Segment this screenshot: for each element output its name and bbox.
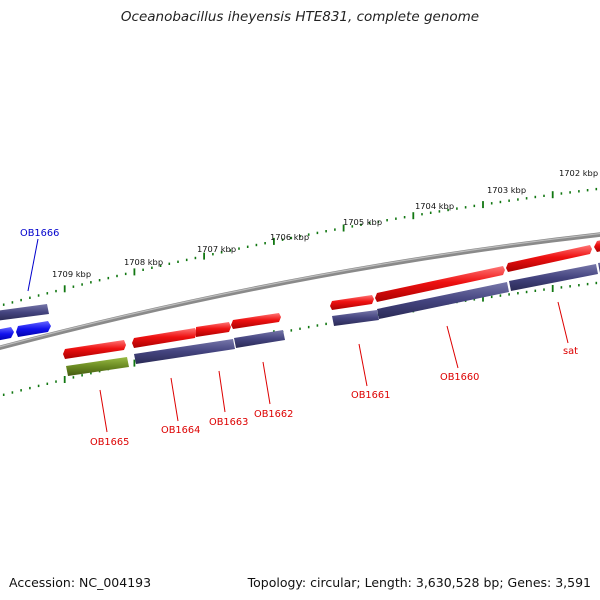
cds-track xyxy=(0,262,600,364)
connector-ob1664 xyxy=(170,377,179,422)
tick-label-1703: 1703 kbp xyxy=(487,185,526,195)
tick-label-1706: 1706 kbp xyxy=(270,232,309,242)
gene-label-ob1661: OB1661 xyxy=(351,390,390,401)
genome-backbone-highlight xyxy=(0,232,600,348)
gene-feature-blue-right xyxy=(16,321,51,337)
gene-feature-ob1660-forward xyxy=(375,266,505,302)
gene-feature-ob1661-forward xyxy=(330,295,374,310)
gene-label-ob1665: OB1665 xyxy=(90,437,129,448)
outer-scale-ticks xyxy=(2,187,598,306)
tick-label-1702: 1702 kbp xyxy=(559,168,598,178)
cds-feature-ob1664 xyxy=(134,339,235,364)
gene-label-ob1663: OB1663 xyxy=(209,417,248,428)
connector-sat xyxy=(557,301,569,344)
connector-ob1662 xyxy=(262,361,271,405)
gene-label-ob1660: OB1660 xyxy=(440,372,479,383)
cds-feature-ob1661 xyxy=(332,310,379,326)
connector-ob1666 xyxy=(27,238,39,292)
gene-label-ob1662: OB1662 xyxy=(254,409,293,420)
connector-ob1661 xyxy=(358,343,368,387)
connector-ob1663 xyxy=(218,370,226,413)
connector-ob1660 xyxy=(446,325,459,369)
cds-feature-sat xyxy=(509,264,598,291)
tick-label-1708: 1708 kbp xyxy=(124,257,163,267)
gene-feature-blue-left xyxy=(0,327,14,341)
tick-label-1709: 1709 kbp xyxy=(52,269,91,279)
tick-label-1704: 1704 kbp xyxy=(415,201,454,211)
cds-feature-ob1662 xyxy=(234,330,285,348)
forward-gene-track xyxy=(63,240,600,359)
connector-ob1665 xyxy=(99,389,108,433)
cds-feature-ob1666 xyxy=(0,304,49,321)
gene-feature-edge-forward xyxy=(594,240,600,252)
accession-text: Accession: NC_004193 xyxy=(9,575,152,590)
gene-feature-ob1663-forward xyxy=(196,322,231,337)
gene-label-ob1664: OB1664 xyxy=(161,425,200,436)
genome-summary-text: Topology: circular; Length: 3,630,528 bp… xyxy=(247,575,591,590)
label-connectors xyxy=(27,238,569,433)
gene-feature-ob1665-forward xyxy=(63,340,126,359)
tick-label-1705: 1705 kbp xyxy=(343,217,382,227)
tick-label-1707: 1707 kbp xyxy=(197,244,236,254)
cds-feature-ob1660 xyxy=(377,282,509,319)
gene-feature-ob1665-green xyxy=(66,357,129,376)
gene-label-sat: sat xyxy=(563,346,578,357)
gene-feature-ob1664-forward xyxy=(132,328,197,348)
map-title: Oceanobacillus iheyensis HTE831, complet… xyxy=(120,9,480,25)
gene-label-group: OB1666 OB1665 OB1664 OB1663 OB1662 OB166… xyxy=(20,228,578,448)
gene-feature-sat-forward xyxy=(506,245,592,272)
tick-label-group: 1702 kbp 1703 kbp 1704 kbp 1705 kbp 1706… xyxy=(52,168,598,279)
gene-label-ob1666: OB1666 xyxy=(20,228,59,239)
gene-feature-ob1662-forward xyxy=(231,313,281,329)
genome-backbone xyxy=(0,232,600,351)
inner-scale-ticks xyxy=(2,281,598,396)
